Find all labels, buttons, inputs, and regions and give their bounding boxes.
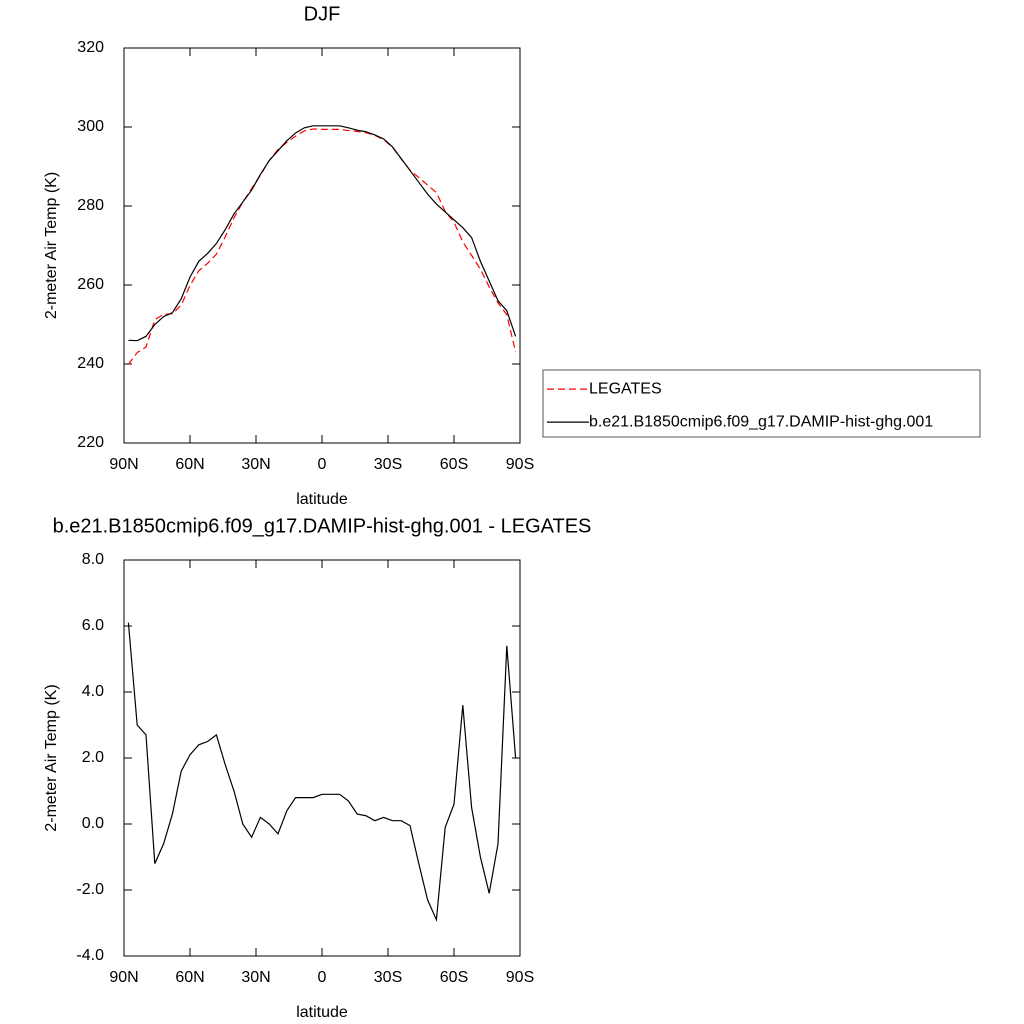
y-tick-label: 0.0 (82, 815, 104, 832)
legend-box (542, 369, 981, 438)
x-tick-label: 90N (109, 456, 138, 473)
legend-label: b.e21.B1850cmip6.f09_g17.DAMIP-hist-ghg.… (589, 413, 933, 430)
x-tick-label: 30N (241, 969, 270, 986)
x-axis-label: latitude (296, 491, 348, 508)
y-tick-label: 260 (77, 276, 104, 293)
plot-frame (123, 47, 521, 444)
data-line (127, 128, 517, 365)
x-tick-label: 90S (506, 969, 534, 986)
x-tick-label: 90N (109, 969, 138, 986)
y-tick-label: 220 (77, 434, 104, 451)
x-tick-label: 0 (318, 456, 327, 473)
y-tick-label: 8.0 (82, 551, 104, 568)
x-tick-label: 30N (241, 456, 270, 473)
y-tick-label: 2.0 (82, 749, 104, 766)
x-tick-label: 60N (175, 456, 204, 473)
y-tick-label: 320 (77, 39, 104, 56)
y-tick-label: -2.0 (76, 881, 104, 898)
data-line (128, 125, 517, 342)
x-tick-label: 60N (175, 969, 204, 986)
y-tick-label: 240 (77, 355, 104, 372)
x-tick-label: 30S (374, 456, 402, 473)
chart-title: b.e21.B1850cmip6.f09_g17.DAMIP-hist-ghg.… (53, 515, 592, 537)
y-axis-label: 2-meter Air Temp (K) (43, 172, 60, 319)
y-axis-label: 2-meter Air Temp (K) (43, 684, 60, 831)
y-tick-label: -4.0 (76, 947, 104, 964)
plot-frame (123, 559, 521, 957)
chart-title: DJF (304, 3, 341, 25)
x-tick-label: 60S (440, 456, 468, 473)
y-tick-label: 6.0 (82, 617, 104, 634)
x-tick-label: 0 (318, 969, 327, 986)
data-line (127, 622, 517, 923)
y-tick-label: 280 (77, 197, 104, 214)
x-tick-label: 90S (506, 456, 534, 473)
x-axis-label: latitude (296, 1004, 348, 1021)
y-tick-label: 4.0 (82, 683, 104, 700)
x-tick-label: 30S (374, 969, 402, 986)
x-tick-label: 60S (440, 969, 468, 986)
y-tick-label: 300 (77, 118, 104, 135)
legend-label: LEGATES (589, 380, 662, 397)
